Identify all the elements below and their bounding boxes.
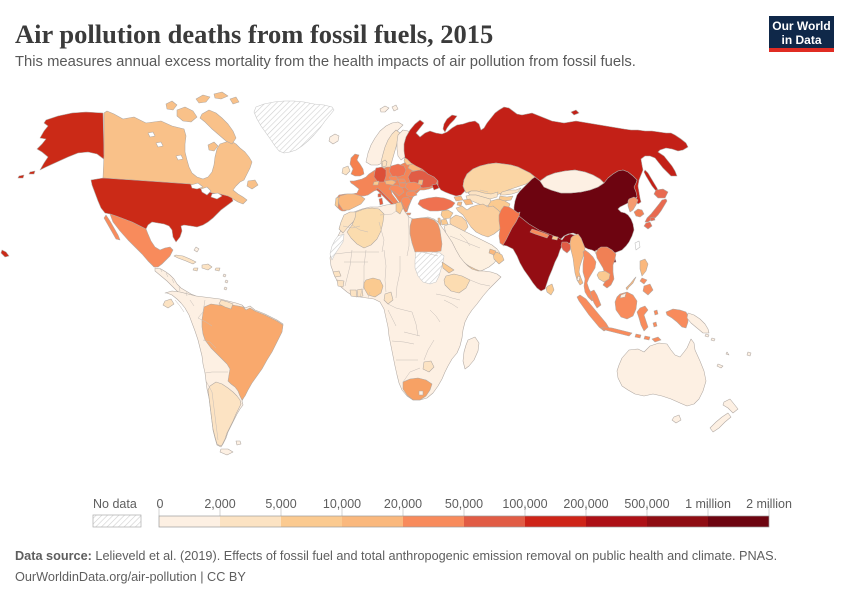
svg-text:100,000: 100,000: [502, 497, 547, 511]
svg-text:5,000: 5,000: [265, 497, 296, 511]
svg-text:1 million: 1 million: [685, 497, 731, 511]
svg-text:No data: No data: [93, 497, 137, 511]
svg-text:0: 0: [157, 497, 164, 511]
svg-text:20,000: 20,000: [384, 497, 422, 511]
svg-text:10,000: 10,000: [323, 497, 361, 511]
svg-text:50,000: 50,000: [445, 497, 483, 511]
svg-text:200,000: 200,000: [563, 497, 608, 511]
svg-text:2,000: 2,000: [204, 497, 235, 511]
svg-text:500,000: 500,000: [624, 497, 669, 511]
svg-text:2 million: 2 million: [746, 497, 792, 511]
